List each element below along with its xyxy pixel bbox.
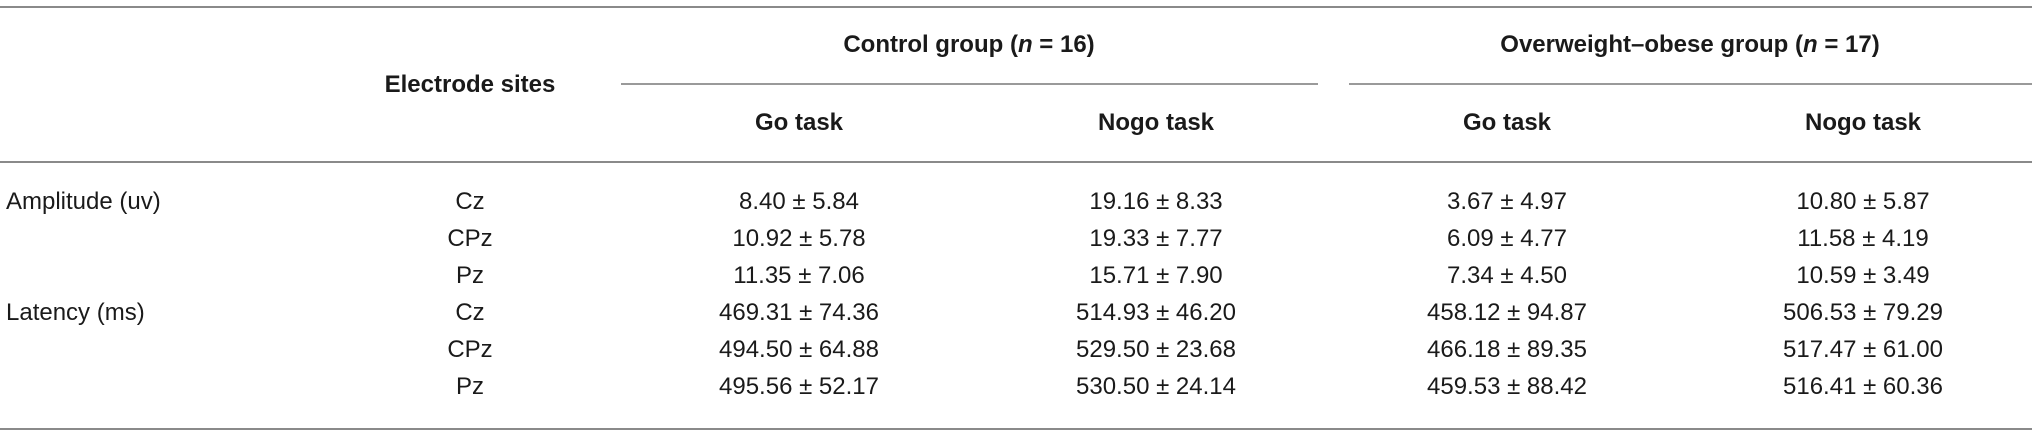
overweight-group-n-value: = 17) [1817,31,1880,58]
header-overweight-obese-group: Overweight–obese group (n = 17) [1500,31,1879,59]
header-control-go-task: Go task [754,109,844,136]
row-control-go: 469.31 ± 74.36 [719,299,879,326]
table-bottom-rule [0,428,2032,430]
row-control-nogo: 19.33 ± 7.77 [1089,225,1223,252]
row-overweight-go: 7.34 ± 4.50 [1447,262,1567,289]
row-overweight-nogo: 517.47 ± 61.00 [1783,336,1943,363]
table-top-rule [0,6,2032,8]
row-control-go: 11.35 ± 7.06 [733,262,865,289]
overweight-group-label: Overweight–obese group ( [1500,31,1803,58]
control-group-n-symbol: n [1017,31,1033,58]
row-overweight-nogo: 516.41 ± 60.36 [1783,373,1943,400]
row-electrode-site: CPz [447,225,493,252]
row-overweight-go: 458.12 ± 94.87 [1427,299,1587,326]
row-control-go: 495.56 ± 52.17 [719,373,879,400]
row-electrode-site: Pz [455,373,485,400]
row-control-nogo: 19.16 ± 8.33 [1089,188,1223,215]
row-overweight-nogo: 10.80 ± 5.87 [1796,188,1930,215]
row-control-go: 10.92 ± 5.78 [732,225,866,252]
row-overweight-go: 459.53 ± 88.42 [1427,373,1587,400]
row-overweight-nogo: 11.58 ± 4.19 [1797,225,1929,252]
row-electrode-site: Pz [455,262,485,289]
row-measure-label: Amplitude (uv) [6,188,161,215]
header-control-group: Control group (n = 16) [843,31,1094,59]
control-group-label: Control group ( [843,31,1018,58]
row-electrode-site: Cz [455,188,485,215]
row-control-nogo: 514.93 ± 46.20 [1076,299,1236,326]
row-control-go: 8.40 ± 5.84 [739,188,859,215]
header-overweight-go-task: Go task [1462,109,1552,136]
row-overweight-go: 6.09 ± 4.77 [1447,225,1567,252]
row-overweight-go: 466.18 ± 89.35 [1427,336,1587,363]
row-control-go: 494.50 ± 64.88 [719,336,879,363]
header-overweight-nogo-task: Nogo task [1804,109,1922,136]
table-header-rule [0,161,2032,163]
row-measure-label: Latency (ms) [6,299,145,326]
overweight-group-n-symbol: n [1803,31,1818,58]
row-overweight-go: 3.67 ± 4.97 [1447,188,1567,215]
header-control-nogo-task: Nogo task [1097,109,1215,136]
header-electrode-sites: Electrode sites [384,71,556,98]
row-electrode-site: CPz [447,336,493,363]
row-control-nogo: 15.71 ± 7.90 [1089,262,1223,289]
row-electrode-site: Cz [455,299,485,326]
row-control-nogo: 530.50 ± 24.14 [1076,373,1236,400]
row-control-nogo: 529.50 ± 23.68 [1076,336,1236,363]
overweight-group-underline [1349,83,2032,85]
row-overweight-nogo: 10.59 ± 3.49 [1796,262,1930,289]
row-overweight-nogo: 506.53 ± 79.29 [1783,299,1943,326]
control-group-n-value: = 16) [1032,31,1095,58]
control-group-underline [621,83,1318,85]
